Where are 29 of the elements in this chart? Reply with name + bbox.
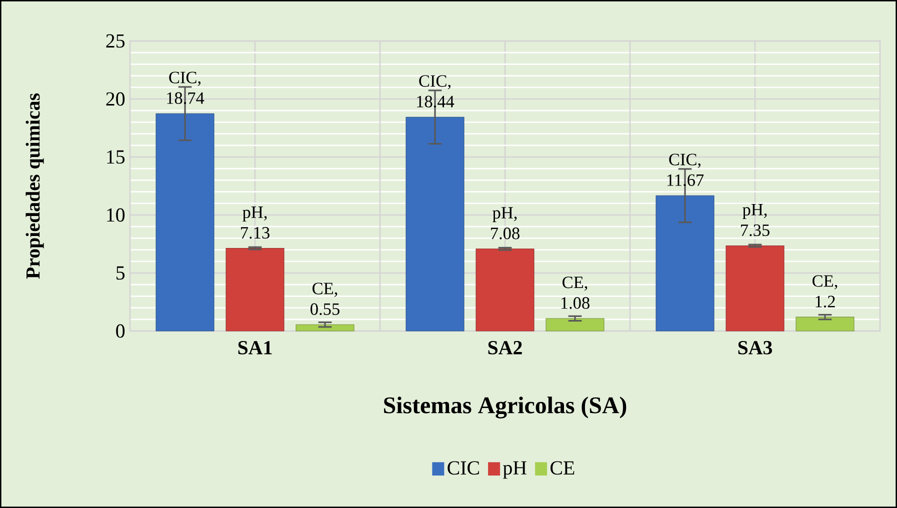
y-tick-label: 15: [107, 150, 125, 164]
data-label: CE, 0.55: [310, 282, 340, 316]
legend-label: CIC: [448, 461, 479, 475]
bar: [406, 116, 464, 332]
bar: [796, 316, 854, 332]
y-tick-label: 20: [106, 92, 125, 106]
x-tick-label: SA3: [738, 341, 772, 354]
bar: [226, 248, 284, 332]
bar: [546, 318, 604, 332]
data-label: CE, 1.08: [561, 276, 590, 309]
y-tick-label: 5: [116, 266, 125, 280]
x-axis-title: Sistemas Agricolas (SA): [384, 396, 626, 418]
y-axis-title: Propiedades quimicas: [26, 93, 44, 279]
data-label: pH, 7.35: [741, 204, 770, 236]
bar: [656, 195, 714, 332]
bar: [296, 324, 354, 332]
x-tick-label: SA2: [488, 341, 522, 354]
y-tick-label: 0: [116, 324, 125, 338]
bar: [156, 113, 214, 332]
data-label: pH, 7.13: [241, 206, 270, 239]
bar: [476, 248, 534, 332]
legend-label: pH: [503, 461, 526, 479]
y-tick-label: 25: [106, 34, 125, 48]
x-tick-label: SA1: [238, 341, 272, 354]
y-tick-label: 10: [107, 208, 125, 222]
bar: [726, 245, 784, 332]
data-label: pH, 7.08: [491, 207, 520, 240]
data-label: CE, 1.2: [812, 275, 838, 308]
legend-label: CE: [550, 461, 574, 475]
